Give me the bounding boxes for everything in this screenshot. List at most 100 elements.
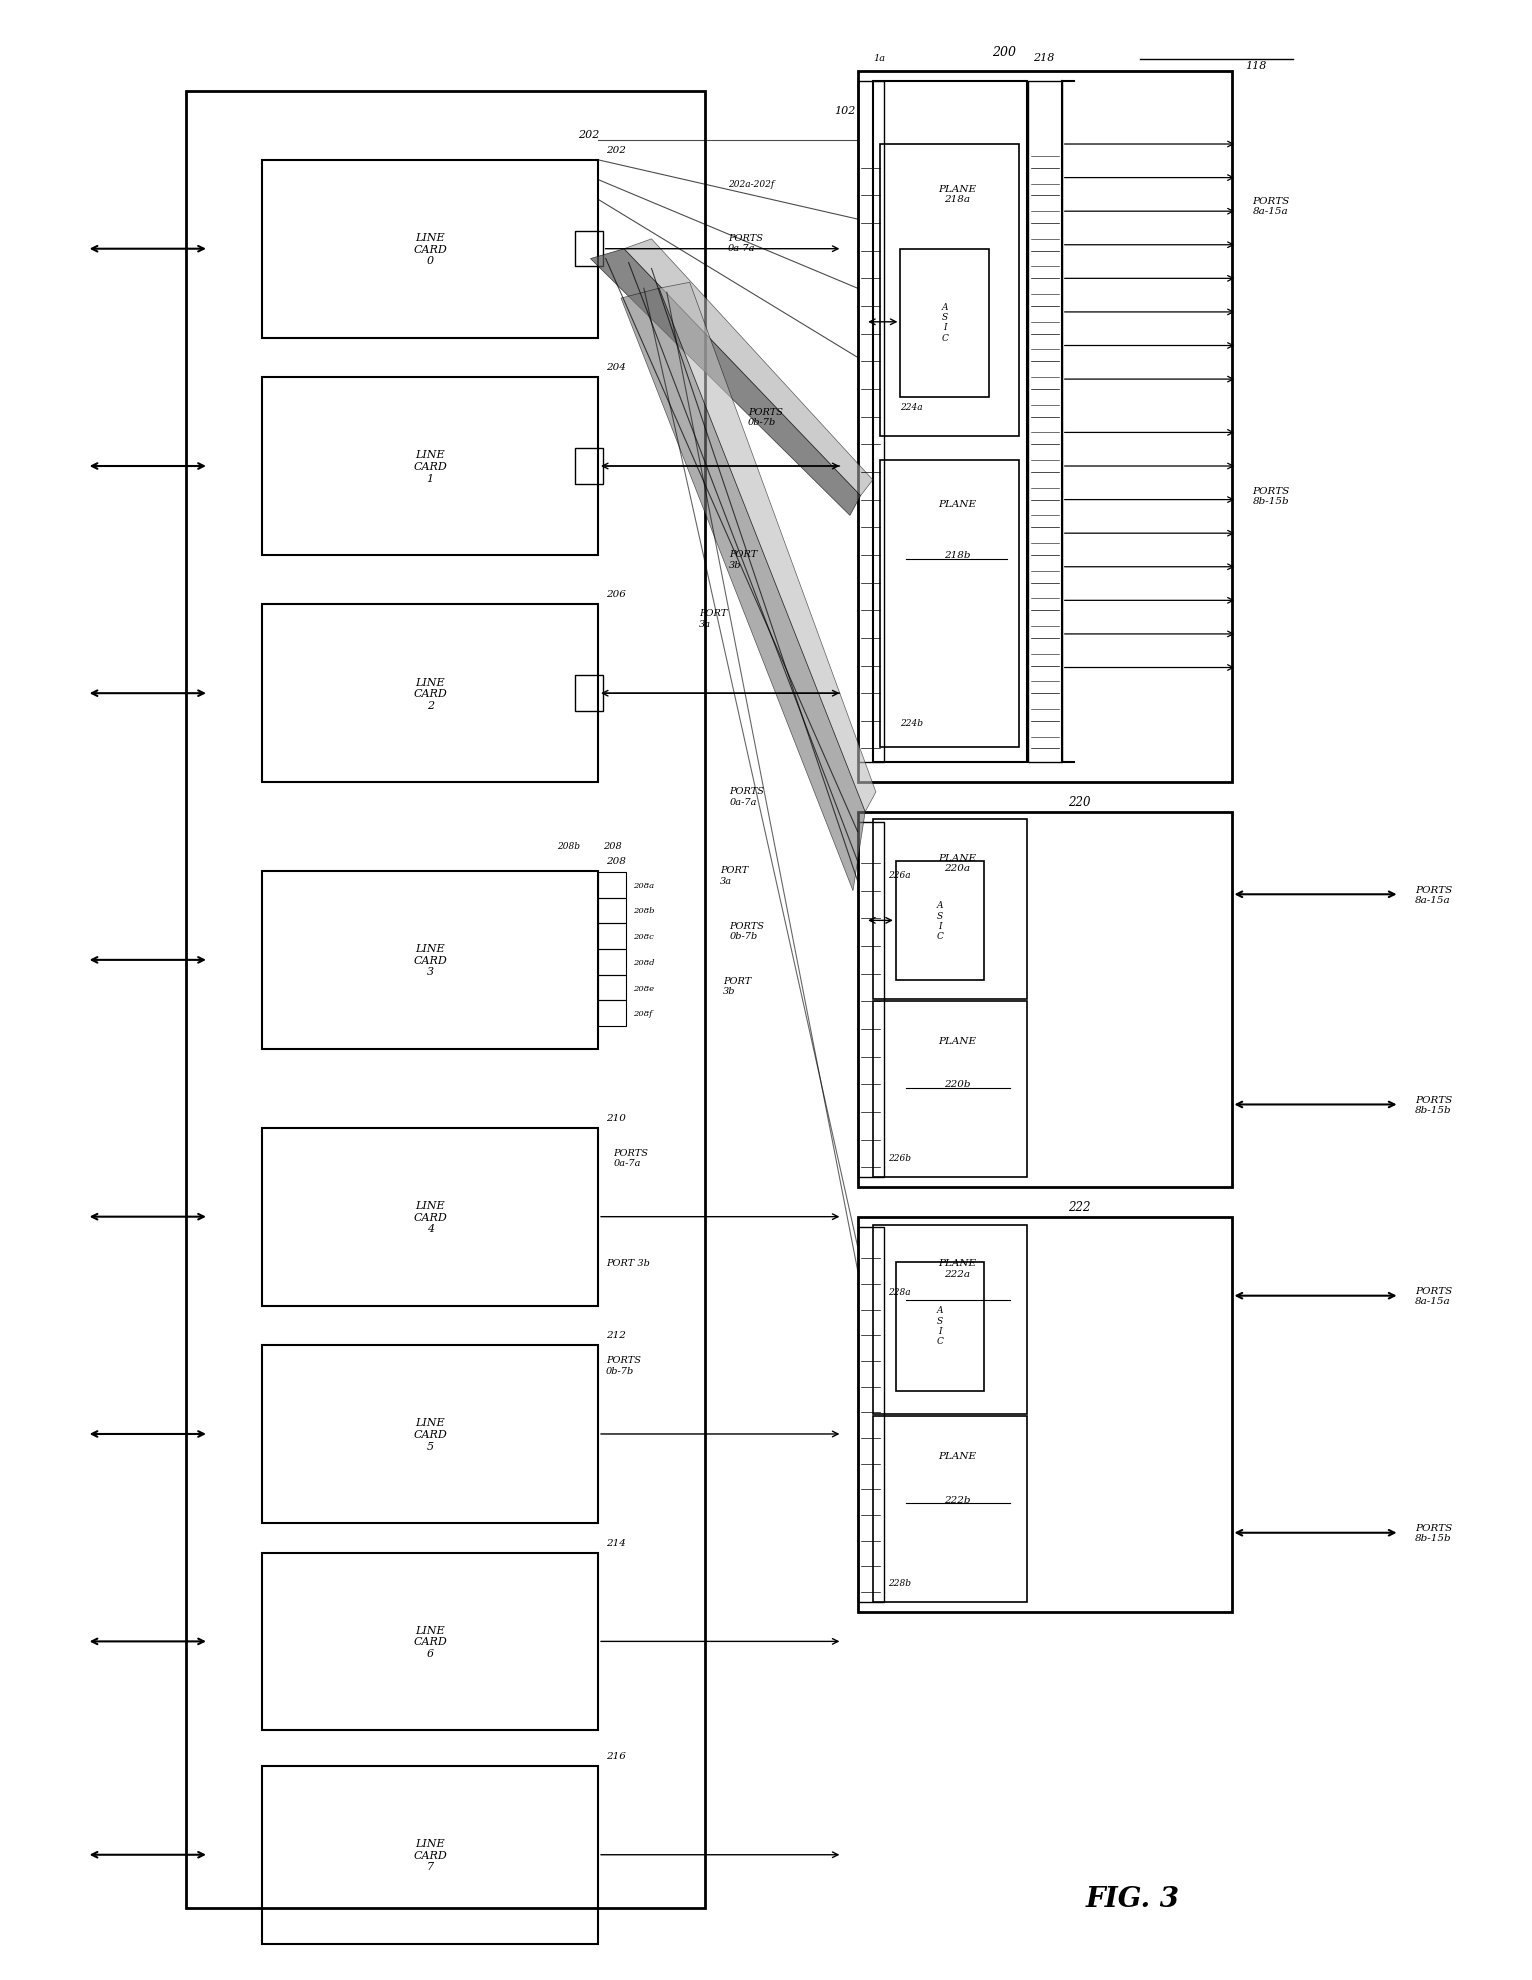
Text: 202: 202 [578,131,599,141]
Text: 208f: 208f [633,1010,653,1018]
Bar [858,1228,884,1602]
Text: 210: 210 [605,1113,625,1123]
Text: LINE
CARD
2: LINE CARD 2 [414,677,447,711]
Text: PORTS
8a-15a: PORTS 8a-15a [1414,885,1452,905]
Bar [597,873,625,899]
Text: LINE
CARD
3: LINE CARD 3 [414,944,447,976]
Bar [185,91,705,1909]
Text: LINE
CARD
1: LINE CARD 1 [414,449,447,483]
Bar [574,449,602,485]
Bar [262,1766,597,1944]
Text: 226a: 226a [889,871,910,879]
Text: PORT 3b: PORT 3b [605,1257,650,1267]
Text: 222: 222 [1068,1200,1091,1214]
Text: 218: 218 [1033,53,1054,63]
Bar [858,812,1232,1188]
Text: 208e: 208e [633,984,654,992]
Bar [262,1344,597,1523]
Bar [896,1263,984,1390]
Text: 228b: 228b [889,1578,912,1586]
Text: PORTS
0a-7a: PORTS 0a-7a [613,1148,648,1168]
Bar [574,675,602,711]
Text: 222b: 222b [944,1495,970,1505]
Text: A
S
I
C: A S I C [936,1305,944,1346]
Text: LINE
CARD
0: LINE CARD 0 [414,234,447,265]
Polygon shape [620,289,866,891]
Text: PLANE: PLANE [938,1451,976,1461]
Text: PORTS
8a-15a: PORTS 8a-15a [1414,1287,1452,1305]
Text: 200: 200 [993,46,1016,59]
Bar [881,461,1019,746]
Text: 1a: 1a [873,53,885,63]
Bar [597,976,625,1000]
Text: PLANE
222a: PLANE 222a [938,1259,976,1279]
Text: PLANE
220a: PLANE 220a [938,853,976,873]
Text: LINE
CARD
7: LINE CARD 7 [414,1837,447,1871]
Text: PORTS
8b-15b: PORTS 8b-15b [1253,487,1290,507]
Text: LINE
CARD
6: LINE CARD 6 [414,1626,447,1657]
Bar [597,899,625,925]
Bar [873,820,1026,1000]
Text: 218b: 218b [944,550,970,560]
Text: PORTS
0a-7a: PORTS 0a-7a [728,234,763,253]
Polygon shape [590,249,861,517]
Text: 208b: 208b [556,842,579,849]
Bar [858,71,1232,782]
Text: 220: 220 [1068,796,1091,810]
Polygon shape [624,240,873,497]
Text: 208: 208 [602,842,622,849]
Text: LINE
CARD
5: LINE CARD 5 [414,1418,447,1451]
Bar [597,925,625,950]
Text: FIG. 3: FIG. 3 [1085,1885,1180,1913]
Bar [873,1226,1026,1414]
Text: PORT
3b: PORT 3b [723,976,752,996]
Text: A
S
I
C: A S I C [941,303,948,343]
Bar [574,232,602,267]
Bar [262,1129,597,1307]
Text: LINE
CARD
4: LINE CARD 4 [414,1200,447,1234]
Text: 208c: 208c [633,933,654,940]
Bar [597,950,625,976]
Bar [262,160,597,339]
Text: 206: 206 [605,590,625,600]
Bar [901,249,988,398]
Text: 216: 216 [605,1750,625,1760]
Text: PLANE: PLANE [938,499,976,509]
Bar [262,1552,597,1731]
Bar [896,861,984,980]
Bar [1028,81,1062,762]
Text: 202: 202 [605,147,625,154]
Bar [873,1002,1026,1178]
Text: PLANE
218a: PLANE 218a [938,184,976,204]
Text: 226b: 226b [889,1152,912,1162]
Text: PORTS
0b-7b: PORTS 0b-7b [748,408,783,428]
Text: 208d: 208d [633,958,654,966]
Text: PORTS
8a-15a: PORTS 8a-15a [1253,196,1290,216]
Text: PORTS
8b-15b: PORTS 8b-15b [1414,1095,1452,1115]
Text: PORTS
0b-7b: PORTS 0b-7b [729,921,764,940]
Bar [262,871,597,1049]
Bar [873,81,1026,762]
Text: 224a: 224a [901,404,922,412]
Bar [597,1000,625,1026]
Text: 202a-202f: 202a-202f [728,180,774,188]
Bar [858,822,884,1178]
Text: 228a: 228a [889,1287,910,1297]
Bar [873,1416,1026,1602]
Bar [881,145,1019,438]
Text: 214: 214 [605,1538,625,1546]
Text: PORTS
8b-15b: PORTS 8b-15b [1414,1523,1452,1542]
Text: A
S
I
C: A S I C [936,901,944,940]
Polygon shape [659,283,876,812]
Bar [262,378,597,556]
Bar [858,81,884,762]
Text: 212: 212 [605,1331,625,1340]
Text: PORTS
0a-7a: PORTS 0a-7a [729,786,764,806]
Text: 204: 204 [605,362,625,372]
Text: 220b: 220b [944,1079,970,1089]
Text: PORT
3a: PORT 3a [699,610,728,628]
Text: 102: 102 [835,107,856,117]
Bar [858,1218,1232,1612]
Text: PLANE: PLANE [938,1036,976,1045]
Text: 224b: 224b [901,719,924,729]
